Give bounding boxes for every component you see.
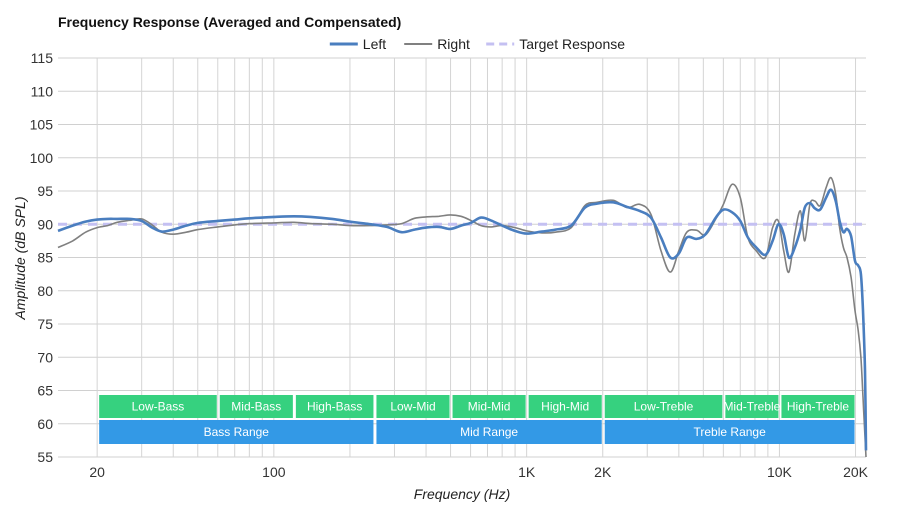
y-tick-label: 110 bbox=[31, 83, 54, 99]
y-axis-title: Amplitude (dB SPL) bbox=[12, 197, 28, 321]
sub-range-band-label: Mid-Mid bbox=[468, 400, 511, 414]
sub-range-band-label: High-Treble bbox=[787, 400, 850, 414]
sub-range-band-label: High-Mid bbox=[541, 400, 589, 414]
y-tick-label: 100 bbox=[30, 150, 54, 166]
sub-range-band-label: Mid-Treble bbox=[723, 400, 780, 414]
sub-range-band bbox=[604, 395, 723, 418]
range-band-label: Bass Range bbox=[204, 425, 270, 439]
sub-range-band bbox=[528, 395, 602, 418]
sub-range-band-label: High-Bass bbox=[307, 400, 362, 414]
x-tick-label: 2K bbox=[594, 464, 612, 480]
x-tick-label: 20K bbox=[843, 464, 869, 480]
x-tick-label: 20 bbox=[89, 464, 105, 480]
range-band bbox=[376, 420, 602, 444]
legend-item: Left bbox=[329, 36, 386, 52]
grid bbox=[58, 57, 866, 458]
y-tick-label: 60 bbox=[37, 416, 53, 432]
y-tick-label: 55 bbox=[37, 449, 53, 465]
x-tick-label: 1K bbox=[518, 464, 536, 480]
legend-label: Target Response bbox=[519, 36, 625, 52]
x-axis-title: Frequency (Hz) bbox=[414, 486, 510, 502]
y-tick-label: 90 bbox=[37, 216, 53, 232]
series-line-right bbox=[57, 176, 867, 458]
range-bands: Low-Bass Mid-Bass High-Bass Low-Mid Mid-Mid H… bbox=[99, 395, 855, 444]
sub-range-band-label: Low-Treble bbox=[634, 400, 694, 414]
legend-label: Left bbox=[363, 36, 386, 52]
axes: 55 60 65 70 75 80 85 90 95 100 105 110 115 20 100 1K 2K 1… bbox=[30, 50, 869, 480]
range-band-label: Mid Range bbox=[460, 425, 518, 439]
y-tick-label: 75 bbox=[37, 316, 53, 332]
y-tick-label: 85 bbox=[37, 250, 53, 266]
sub-range-band bbox=[99, 395, 217, 418]
x-tick-label: 100 bbox=[262, 464, 286, 480]
series-line-left bbox=[57, 188, 868, 451]
sub-range-band-label: Low-Bass bbox=[132, 400, 185, 414]
legend-item: Target Response bbox=[486, 36, 625, 52]
y-tick-label: 80 bbox=[37, 283, 53, 299]
legend: Left Right Target Response bbox=[329, 36, 625, 52]
legend-item: Right bbox=[404, 36, 470, 52]
sub-range-band-label: Mid-Bass bbox=[231, 400, 281, 414]
range-band bbox=[604, 420, 855, 444]
sub-range-band bbox=[781, 395, 855, 418]
legend-label: Right bbox=[437, 36, 470, 52]
y-tick-label: 105 bbox=[30, 117, 54, 133]
sub-range-band bbox=[725, 395, 779, 418]
sub-range-band bbox=[295, 395, 374, 418]
series-lines bbox=[57, 176, 868, 458]
x-tick-label: 10K bbox=[767, 464, 793, 480]
sub-range-band-label: Low-Mid bbox=[390, 400, 435, 414]
range-band-label: Treble Range bbox=[694, 425, 767, 439]
sub-range-band bbox=[219, 395, 293, 418]
sub-range-band bbox=[376, 395, 450, 418]
y-tick-label: 115 bbox=[31, 50, 54, 66]
y-tick-label: 65 bbox=[37, 383, 53, 399]
range-band bbox=[99, 420, 374, 444]
sub-range-band bbox=[452, 395, 526, 418]
chart-title: Frequency Response (Averaged and Compens… bbox=[58, 14, 401, 30]
y-tick-label: 70 bbox=[37, 349, 53, 365]
y-tick-label: 95 bbox=[37, 183, 53, 199]
